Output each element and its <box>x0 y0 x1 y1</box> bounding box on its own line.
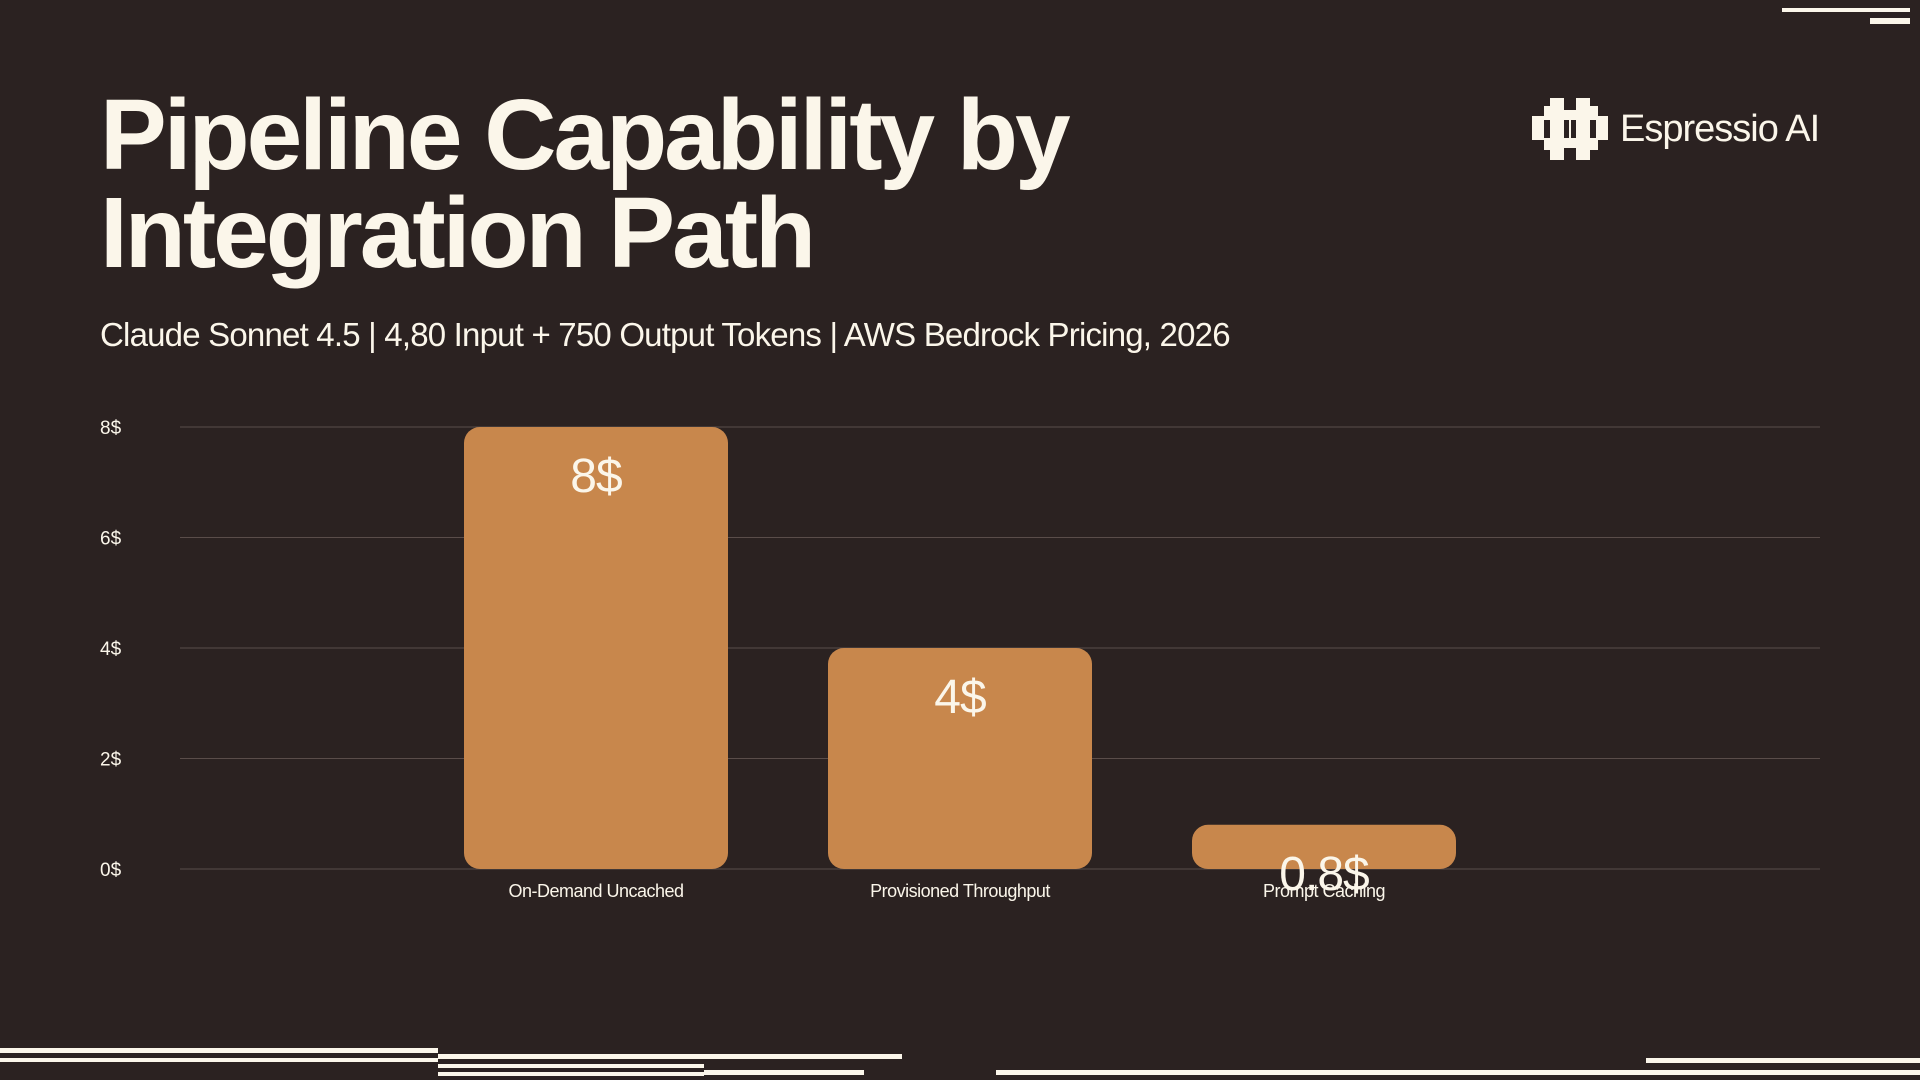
decorative-stripe <box>1646 1058 1920 1063</box>
brand-name: Espressio AI <box>1620 107 1820 150</box>
bar-value-label: 0.8$ <box>1279 848 1369 901</box>
brand-logo: Espressio AI <box>1532 98 1820 160</box>
bar <box>1192 824 1456 869</box>
title-line-1: Pipeline Capability by <box>100 79 1071 191</box>
y-tick-label: 6$ <box>100 529 122 550</box>
title-line-2: Integration Path <box>100 177 816 289</box>
decorative-stripe <box>0 1048 438 1053</box>
decorative-stripe <box>438 1064 704 1068</box>
y-tick-label: 4$ <box>100 639 122 660</box>
espressio-logo-icon <box>1532 98 1608 160</box>
page-subtitle: Claude Sonnet 4.5 | 4,80 Input + 750 Out… <box>100 316 1231 353</box>
decorative-stripe <box>1782 8 1910 12</box>
bar <box>828 648 1092 869</box>
bar-value-label: 4$ <box>934 671 986 724</box>
decorative-stripe <box>996 1070 1920 1075</box>
decorative-stripe <box>704 1070 864 1075</box>
decorative-stripe <box>438 1072 704 1076</box>
x-tick-label: On-Demand Uncached <box>508 881 683 901</box>
y-tick-label: 8$ <box>100 418 122 439</box>
bar <box>464 427 728 869</box>
x-tick-label: Prompt Caching <box>1263 881 1385 901</box>
y-tick-label: 0$ <box>100 860 122 881</box>
page-title: Pipeline Capability by Integration Path <box>100 79 1300 289</box>
decorative-stripe <box>1870 18 1910 24</box>
bar-value-label: 8$ <box>570 450 622 503</box>
x-tick-label: Provisioned Throughput <box>870 881 1050 901</box>
decorative-stripe <box>0 1058 438 1062</box>
decorative-stripe <box>438 1054 902 1059</box>
y-tick-label: 2$ <box>100 750 122 771</box>
